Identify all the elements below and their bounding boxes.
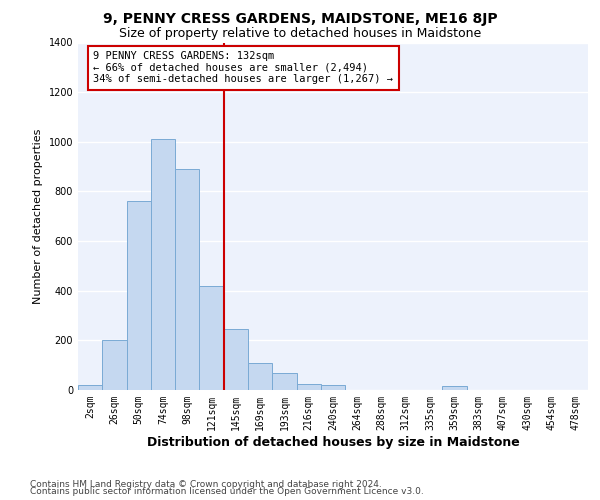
Bar bbox=[272, 372, 296, 390]
Bar bbox=[151, 140, 175, 390]
Bar bbox=[248, 362, 272, 390]
Bar bbox=[127, 202, 151, 390]
Bar bbox=[102, 340, 127, 390]
Bar bbox=[175, 169, 199, 390]
Text: Contains public sector information licensed under the Open Government Licence v3: Contains public sector information licen… bbox=[30, 487, 424, 496]
Bar bbox=[78, 385, 102, 390]
Text: Contains HM Land Registry data © Crown copyright and database right 2024.: Contains HM Land Registry data © Crown c… bbox=[30, 480, 382, 489]
Y-axis label: Number of detached properties: Number of detached properties bbox=[33, 128, 43, 304]
Text: 9, PENNY CRESS GARDENS, MAIDSTONE, ME16 8JP: 9, PENNY CRESS GARDENS, MAIDSTONE, ME16 … bbox=[103, 12, 497, 26]
Bar bbox=[224, 329, 248, 390]
Text: Size of property relative to detached houses in Maidstone: Size of property relative to detached ho… bbox=[119, 28, 481, 40]
X-axis label: Distribution of detached houses by size in Maidstone: Distribution of detached houses by size … bbox=[146, 436, 520, 448]
Text: 9 PENNY CRESS GARDENS: 132sqm
← 66% of detached houses are smaller (2,494)
34% o: 9 PENNY CRESS GARDENS: 132sqm ← 66% of d… bbox=[94, 51, 394, 84]
Bar bbox=[321, 385, 345, 390]
Bar bbox=[442, 386, 467, 390]
Bar bbox=[199, 286, 224, 390]
Bar bbox=[296, 384, 321, 390]
